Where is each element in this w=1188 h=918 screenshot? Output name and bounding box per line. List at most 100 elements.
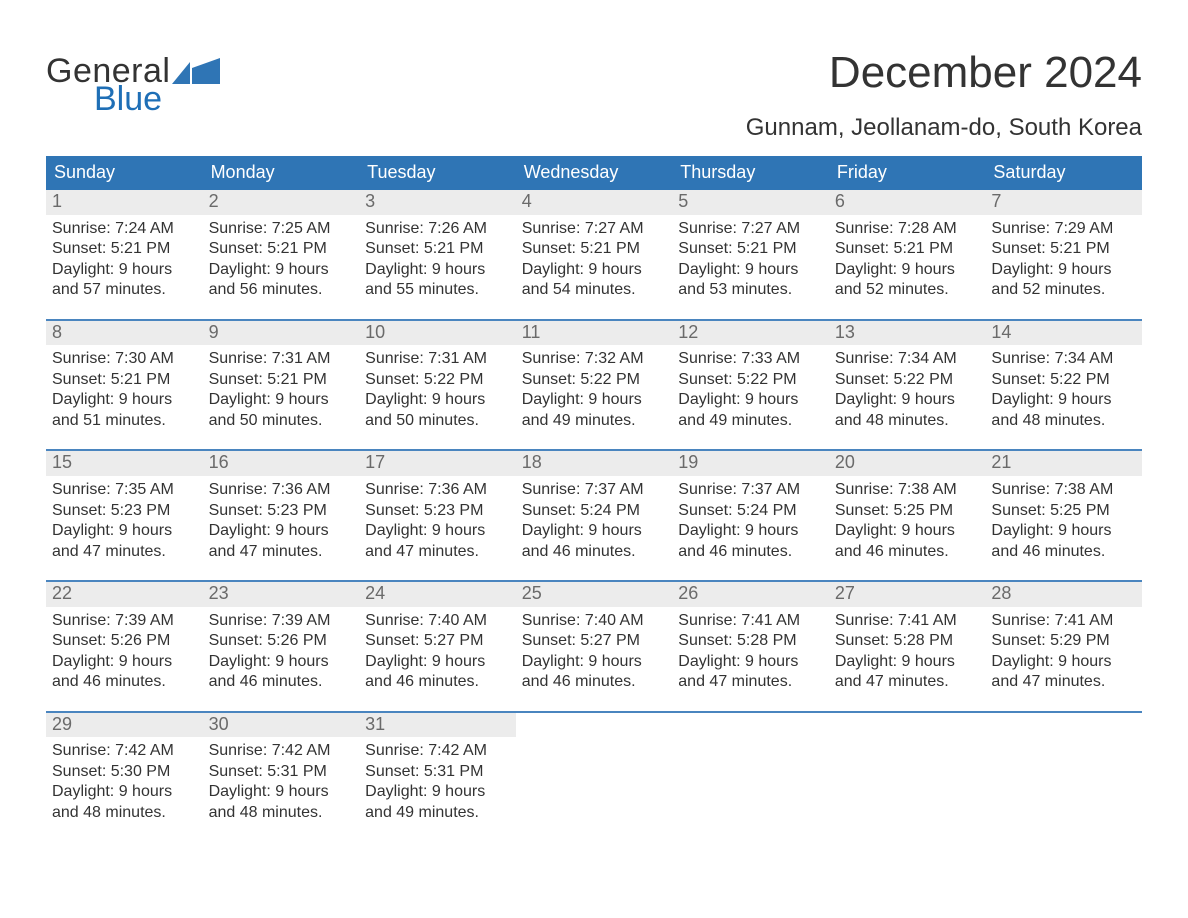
sunrise-text: Sunrise: 7:31 AM <box>365 349 510 369</box>
daylight-line2: and 46 minutes. <box>522 672 667 692</box>
calendar-day: 23Sunrise: 7:39 AMSunset: 5:26 PMDayligh… <box>203 582 360 695</box>
sunset-text: Sunset: 5:26 PM <box>209 631 354 651</box>
daylight-line1: Daylight: 9 hours <box>991 521 1136 541</box>
dow-row: Sunday Monday Tuesday Wednesday Thursday… <box>46 156 1142 190</box>
sunset-text: Sunset: 5:21 PM <box>365 239 510 259</box>
day-body: Sunrise: 7:41 AMSunset: 5:29 PMDaylight:… <box>985 607 1142 695</box>
daylight-line1: Daylight: 9 hours <box>835 652 980 672</box>
calendar-week: 15Sunrise: 7:35 AMSunset: 5:23 PMDayligh… <box>46 449 1142 564</box>
sunset-text: Sunset: 5:21 PM <box>835 239 980 259</box>
sunset-text: Sunset: 5:26 PM <box>52 631 197 651</box>
calendar-day: 15Sunrise: 7:35 AMSunset: 5:23 PMDayligh… <box>46 451 203 564</box>
daylight-line1: Daylight: 9 hours <box>365 652 510 672</box>
day-body: Sunrise: 7:35 AMSunset: 5:23 PMDaylight:… <box>46 476 203 564</box>
sunset-text: Sunset: 5:30 PM <box>52 762 197 782</box>
sunset-text: Sunset: 5:22 PM <box>522 370 667 390</box>
calendar-week: 22Sunrise: 7:39 AMSunset: 5:26 PMDayligh… <box>46 580 1142 695</box>
daylight-line2: and 47 minutes. <box>365 542 510 562</box>
day-body: Sunrise: 7:40 AMSunset: 5:27 PMDaylight:… <box>359 607 516 695</box>
sunset-text: Sunset: 5:21 PM <box>209 370 354 390</box>
daylight-line1: Daylight: 9 hours <box>522 260 667 280</box>
day-body: Sunrise: 7:31 AMSunset: 5:21 PMDaylight:… <box>203 345 360 433</box>
calendar-day: 3Sunrise: 7:26 AMSunset: 5:21 PMDaylight… <box>359 190 516 303</box>
daylight-line1: Daylight: 9 hours <box>991 260 1136 280</box>
calendar-day: 20Sunrise: 7:38 AMSunset: 5:25 PMDayligh… <box>829 451 986 564</box>
sunrise-text: Sunrise: 7:36 AM <box>209 480 354 500</box>
sunrise-text: Sunrise: 7:37 AM <box>678 480 823 500</box>
sunrise-text: Sunrise: 7:40 AM <box>365 611 510 631</box>
sunset-text: Sunset: 5:21 PM <box>52 370 197 390</box>
day-body: Sunrise: 7:34 AMSunset: 5:22 PMDaylight:… <box>985 345 1142 433</box>
day-body: Sunrise: 7:29 AMSunset: 5:21 PMDaylight:… <box>985 215 1142 303</box>
calendar-week: 1Sunrise: 7:24 AMSunset: 5:21 PMDaylight… <box>46 190 1142 303</box>
logo-word2: Blue <box>94 82 220 116</box>
day-body <box>985 718 1142 724</box>
sunset-text: Sunset: 5:22 PM <box>365 370 510 390</box>
location: Gunnam, Jeollanam-do, South Korea <box>746 114 1142 142</box>
daylight-line1: Daylight: 9 hours <box>209 652 354 672</box>
sunrise-text: Sunrise: 7:39 AM <box>52 611 197 631</box>
day-body: Sunrise: 7:26 AMSunset: 5:21 PMDaylight:… <box>359 215 516 303</box>
day-body: Sunrise: 7:42 AMSunset: 5:31 PMDaylight:… <box>359 737 516 825</box>
day-body: Sunrise: 7:28 AMSunset: 5:21 PMDaylight:… <box>829 215 986 303</box>
dow-wed: Wednesday <box>516 156 673 190</box>
day-number: 12 <box>672 321 829 346</box>
daylight-line1: Daylight: 9 hours <box>365 782 510 802</box>
daylight-line2: and 46 minutes. <box>678 542 823 562</box>
calendar-day: 2Sunrise: 7:25 AMSunset: 5:21 PMDaylight… <box>203 190 360 303</box>
sunset-text: Sunset: 5:31 PM <box>209 762 354 782</box>
day-number: 15 <box>46 451 203 476</box>
calendar-day: 21Sunrise: 7:38 AMSunset: 5:25 PMDayligh… <box>985 451 1142 564</box>
calendar: Sunday Monday Tuesday Wednesday Thursday… <box>46 156 1142 825</box>
daylight-line2: and 56 minutes. <box>209 280 354 300</box>
sunset-text: Sunset: 5:27 PM <box>522 631 667 651</box>
daylight-line1: Daylight: 9 hours <box>678 260 823 280</box>
daylight-line1: Daylight: 9 hours <box>991 390 1136 410</box>
daylight-line1: Daylight: 9 hours <box>678 652 823 672</box>
dow-mon: Monday <box>203 156 360 190</box>
calendar-day: 4 Sunrise: 7:27 AMSunset: 5:21 PMDaylight… <box>516 190 673 303</box>
calendar-day: 17Sunrise: 7:36 AMSunset: 5:23 PMDayligh… <box>359 451 516 564</box>
daylight-line1: Daylight: 9 hours <box>522 390 667 410</box>
sunrise-text: Sunrise: 7:25 AM <box>209 219 354 239</box>
sunrise-text: Sunrise: 7:41 AM <box>991 611 1136 631</box>
calendar-day: 22Sunrise: 7:39 AMSunset: 5:26 PMDayligh… <box>46 582 203 695</box>
calendar-day: 1Sunrise: 7:24 AMSunset: 5:21 PMDaylight… <box>46 190 203 303</box>
sunset-text: Sunset: 5:21 PM <box>522 239 667 259</box>
sunset-text: Sunset: 5:21 PM <box>991 239 1136 259</box>
day-number: 20 <box>829 451 986 476</box>
sunset-text: Sunset: 5:22 PM <box>678 370 823 390</box>
day-number: 4 <box>516 190 673 215</box>
daylight-line1: Daylight: 9 hours <box>365 390 510 410</box>
day-body: Sunrise: 7:30 AMSunset: 5:21 PMDaylight:… <box>46 345 203 433</box>
day-body: Sunrise: 7:41 AMSunset: 5:28 PMDaylight:… <box>672 607 829 695</box>
day-number: 17 <box>359 451 516 476</box>
day-body: Sunrise: 7:34 AMSunset: 5:22 PMDaylight:… <box>829 345 986 433</box>
day-body <box>829 718 986 724</box>
daylight-line2: and 55 minutes. <box>365 280 510 300</box>
calendar-day: 29Sunrise: 7:42 AMSunset: 5:30 PMDayligh… <box>46 713 203 826</box>
sunset-text: Sunset: 5:23 PM <box>365 501 510 521</box>
day-number: 24 <box>359 582 516 607</box>
sunset-text: Sunset: 5:24 PM <box>678 501 823 521</box>
daylight-line1: Daylight: 9 hours <box>522 521 667 541</box>
header: General Blue December 2024 Gunnam, Jeoll… <box>46 30 1142 142</box>
sunrise-text: Sunrise: 7:27 AM <box>522 219 667 239</box>
calendar-day: 26Sunrise: 7:41 AMSunset: 5:28 PMDayligh… <box>672 582 829 695</box>
day-number: 10 <box>359 321 516 346</box>
sunset-text: Sunset: 5:25 PM <box>991 501 1136 521</box>
day-body: Sunrise: 7:38 AMSunset: 5:25 PMDaylight:… <box>985 476 1142 564</box>
sunrise-text: Sunrise: 7:27 AM <box>678 219 823 239</box>
day-body: Sunrise: 7:39 AMSunset: 5:26 PMDaylight:… <box>203 607 360 695</box>
day-number: 18 <box>516 451 673 476</box>
daylight-line2: and 47 minutes. <box>209 542 354 562</box>
sunset-text: Sunset: 5:25 PM <box>835 501 980 521</box>
daylight-line1: Daylight: 9 hours <box>365 521 510 541</box>
day-body <box>672 718 829 724</box>
daylight-line2: and 46 minutes. <box>991 542 1136 562</box>
day-body: Sunrise: 7:40 AMSunset: 5:27 PMDaylight:… <box>516 607 673 695</box>
calendar-day: 18Sunrise: 7:37 AMSunset: 5:24 PMDayligh… <box>516 451 673 564</box>
sunrise-text: Sunrise: 7:30 AM <box>52 349 197 369</box>
calendar-day: 14Sunrise: 7:34 AMSunset: 5:22 PMDayligh… <box>985 321 1142 434</box>
daylight-line1: Daylight: 9 hours <box>991 652 1136 672</box>
